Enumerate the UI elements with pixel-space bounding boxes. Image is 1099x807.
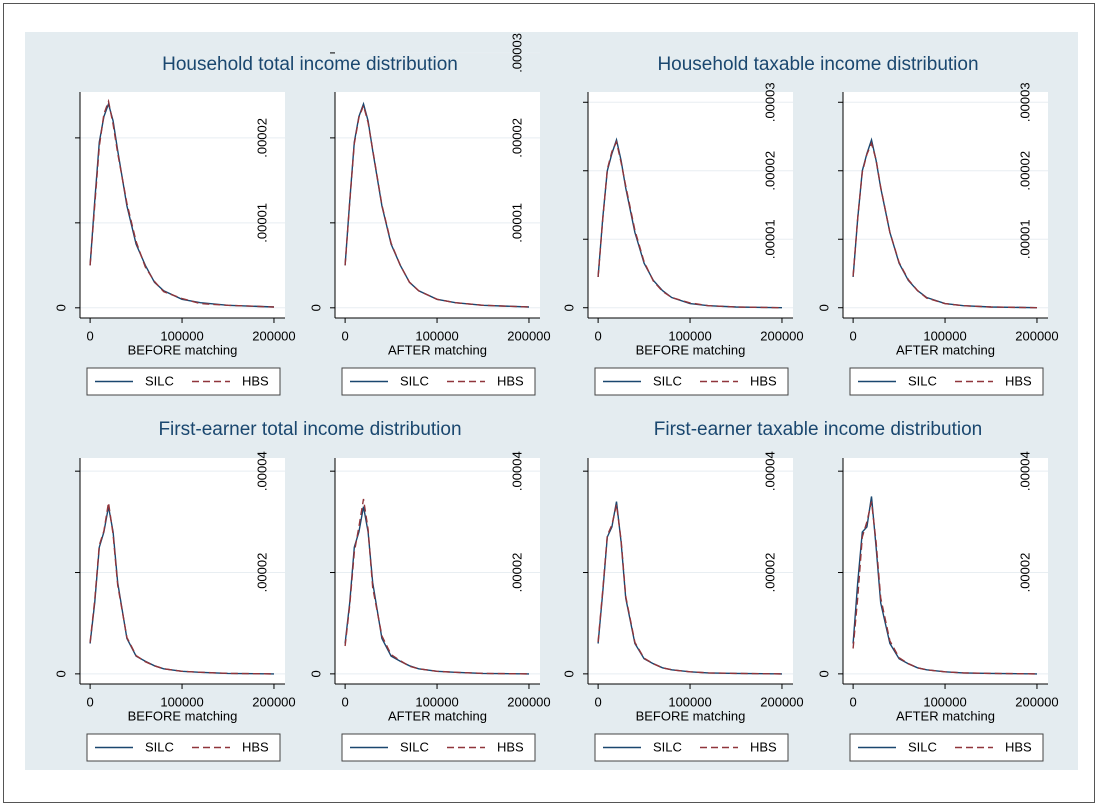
x-tick-label: 100000 (415, 328, 458, 343)
legend-label: SILC (400, 373, 429, 388)
y-tick-label: .00002 (509, 118, 524, 158)
x-axis-label: BEFORE matching (636, 342, 746, 357)
x-axis-label: AFTER matching (388, 708, 487, 723)
plot-area (843, 92, 1048, 318)
y-tick-label: .00002 (254, 553, 269, 593)
x-tick-label: 0 (86, 328, 93, 343)
legend-label: HBS (1005, 373, 1032, 388)
y-tick-label: .00002 (762, 553, 777, 593)
legend-label: SILC (145, 739, 174, 754)
legend-label: SILC (400, 739, 429, 754)
y-tick-label: .00002 (762, 151, 777, 191)
y-tick-label: 0 (816, 304, 831, 311)
x-tick-label: 0 (341, 328, 348, 343)
x-tick-label: 100000 (668, 694, 711, 709)
y-tick-label: .00002 (254, 118, 269, 158)
legend-label: SILC (653, 373, 682, 388)
x-tick-label: 100000 (160, 694, 203, 709)
plot-area (588, 92, 793, 318)
y-tick-label: .00001 (1017, 219, 1032, 259)
y-tick-label: .00002 (1017, 553, 1032, 593)
x-tick-label: 0 (341, 694, 348, 709)
x-tick-label: 200000 (252, 328, 295, 343)
y-tick-label: .00004 (1017, 451, 1032, 491)
y-tick-label: .00002 (1017, 151, 1032, 191)
legend-label: HBS (497, 373, 524, 388)
x-tick-label: 0 (86, 694, 93, 709)
legend-label: SILC (145, 373, 174, 388)
legend-label: HBS (750, 739, 777, 754)
y-tick-label: 0 (816, 670, 831, 677)
x-axis-label: AFTER matching (388, 342, 487, 357)
chart-title: Household taxable income distribution (657, 54, 978, 75)
legend-label: SILC (653, 739, 682, 754)
density-line (344, 103, 530, 308)
x-tick-label: 200000 (507, 328, 550, 343)
chart-title: Household total income distribution (162, 54, 458, 75)
y-tick-label: 0 (53, 304, 68, 311)
y-tick-label: .00001 (762, 219, 777, 259)
y-tick-label: 0 (561, 304, 576, 311)
x-tick-label: 0 (594, 328, 601, 343)
x-tick-label: 0 (849, 328, 856, 343)
y-tick-label: .00004 (254, 451, 269, 491)
x-axis-label: BEFORE matching (128, 342, 238, 357)
y-tick-label: 0 (53, 670, 68, 677)
x-tick-label: 200000 (760, 328, 803, 343)
plot-area (80, 458, 285, 684)
x-tick-label: 100000 (923, 694, 966, 709)
density-line (89, 98, 275, 308)
y-tick-label: .00003 (762, 82, 777, 122)
legend-label: HBS (242, 373, 269, 388)
legend-label: HBS (750, 373, 777, 388)
density-line (852, 501, 1038, 675)
y-tick-label: 0 (308, 304, 323, 311)
plot-area (335, 458, 540, 684)
legend (594, 733, 789, 762)
x-tick-label: 100000 (668, 328, 711, 343)
x-tick-label: 200000 (760, 694, 803, 709)
x-tick-label: 0 (849, 694, 856, 709)
x-axis-label: AFTER matching (896, 342, 995, 357)
y-tick-label: 0 (561, 670, 576, 677)
x-axis-label: AFTER matching (896, 708, 995, 723)
x-tick-label: 200000 (1015, 328, 1058, 343)
x-tick-label: 200000 (507, 694, 550, 709)
legend-label: HBS (1005, 739, 1032, 754)
y-tick-label: .00003 (1017, 82, 1032, 122)
density-line (597, 139, 783, 309)
density-line (344, 498, 530, 675)
x-axis-label: BEFORE matching (636, 708, 746, 723)
x-tick-label: 100000 (415, 694, 458, 709)
plot-area (843, 458, 1048, 684)
y-tick-label: .00003 (509, 33, 524, 73)
density-line (89, 502, 275, 675)
chart-title: First-earner taxable income distribution (654, 419, 982, 440)
legend-label: HBS (497, 739, 524, 754)
y-tick-label: 0 (308, 670, 323, 677)
y-tick-label: .00004 (762, 451, 777, 491)
y-tick-label: .00002 (509, 553, 524, 593)
legend-label: HBS (242, 739, 269, 754)
y-tick-label: .00004 (509, 451, 524, 491)
chart-title: First-earner total income distribution (158, 419, 461, 440)
x-tick-label: 100000 (923, 328, 966, 343)
density-line (852, 141, 1038, 309)
x-tick-label: 0 (594, 694, 601, 709)
plot-area (588, 458, 793, 684)
density-line (597, 504, 783, 675)
legend-label: SILC (908, 739, 937, 754)
y-tick-label: .00001 (254, 203, 269, 243)
x-axis-label: BEFORE matching (128, 708, 238, 723)
y-tick-label: .00001 (509, 203, 524, 243)
x-tick-label: 200000 (1015, 694, 1058, 709)
x-tick-label: 200000 (252, 694, 295, 709)
x-tick-label: 100000 (160, 328, 203, 343)
legend-label: SILC (908, 373, 937, 388)
